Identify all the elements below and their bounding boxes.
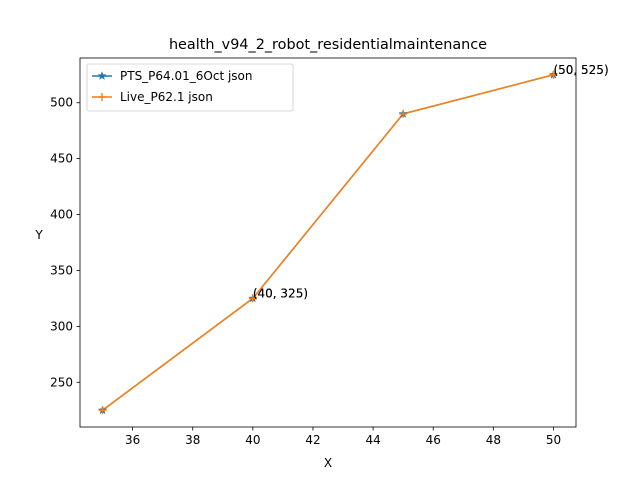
x-tick-label: 50 xyxy=(546,433,561,447)
y-tick-label: 500 xyxy=(50,96,73,110)
x-tick-label: 46 xyxy=(426,433,441,447)
legend-label-2: Live_P62.1 json xyxy=(120,90,213,104)
series-lines xyxy=(102,74,554,411)
series-markers xyxy=(97,69,559,415)
x-tick-label: 42 xyxy=(305,433,320,447)
y-tick-label: 350 xyxy=(50,263,73,277)
annotations: (40, 325)(50, 525)(40, 325)(50, 525) xyxy=(253,63,609,301)
legend: PTS_P64.01_6Oct json Live_P62.1 json xyxy=(86,63,294,112)
x-tick-label: 38 xyxy=(185,433,200,447)
plot-area-frame xyxy=(79,57,577,428)
legend-marker-1 xyxy=(97,71,107,81)
legend-label-1: PTS_P64.01_6Oct json xyxy=(120,69,253,83)
data-point-series-2 xyxy=(549,70,558,79)
chart-title: health_v94_2_robot_residentialmaintenanc… xyxy=(169,37,487,53)
x-axis-label: X xyxy=(324,456,332,470)
y-axis-ticks: 250 300 350 400 450 500 xyxy=(50,96,80,389)
data-point-series-2 xyxy=(248,294,257,303)
x-tick-label: 44 xyxy=(365,433,380,447)
legend-marker-2 xyxy=(98,93,106,101)
legend-box xyxy=(86,63,294,112)
y-tick-label: 300 xyxy=(50,319,73,333)
point-annotation: (40, 325) xyxy=(253,286,308,300)
x-tick-label: 48 xyxy=(486,433,501,447)
x-axis-ticks: 36 38 40 42 44 46 48 50 xyxy=(125,427,561,447)
point-annotation: (40, 325) xyxy=(253,286,308,300)
data-point-series-2 xyxy=(399,109,408,118)
y-axis-label: Y xyxy=(34,228,43,242)
point-annotation: (50, 525) xyxy=(553,63,608,77)
data-point-series-2 xyxy=(98,406,107,415)
series-line-2 xyxy=(102,74,554,411)
x-tick-label: 36 xyxy=(125,433,140,447)
y-tick-label: 400 xyxy=(50,208,73,222)
point-annotation: (50, 525) xyxy=(553,63,608,77)
y-tick-label: 250 xyxy=(50,375,73,389)
y-tick-label: 450 xyxy=(50,152,73,166)
x-tick-label: 40 xyxy=(245,433,260,447)
